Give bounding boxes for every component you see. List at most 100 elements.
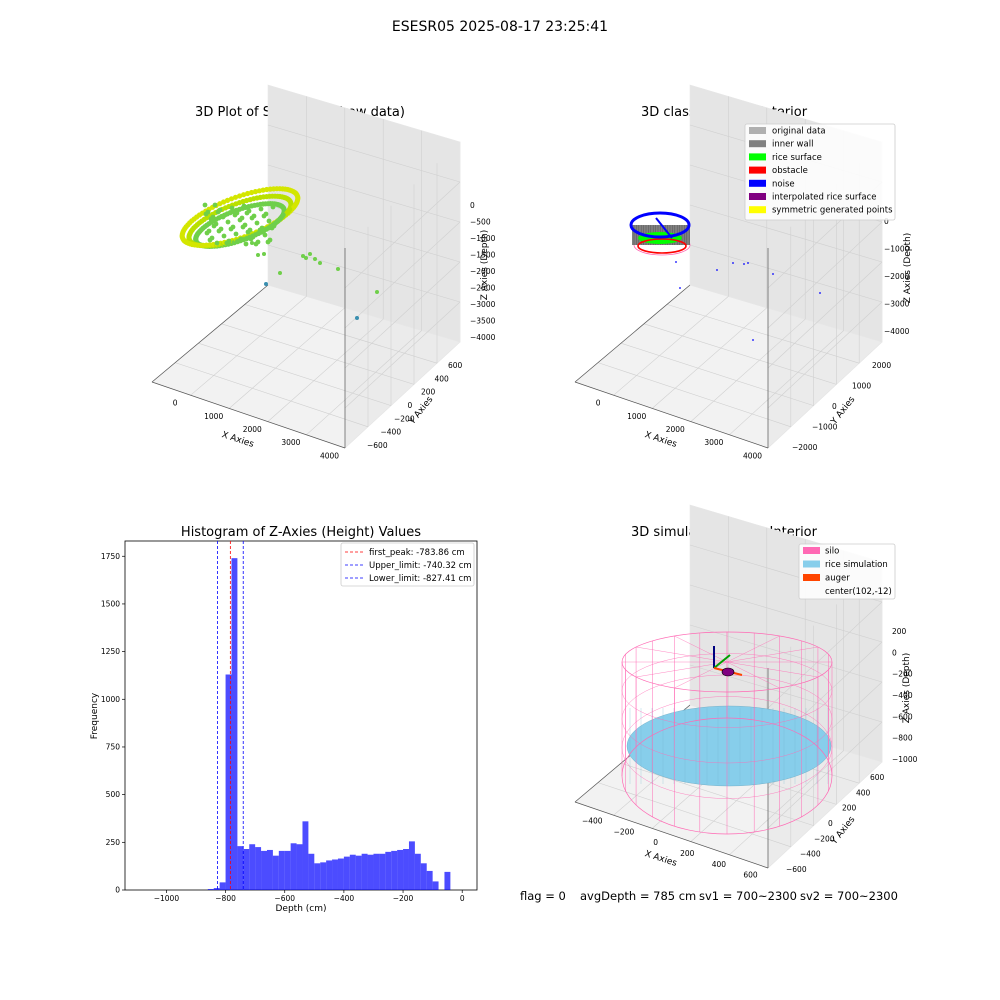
- raw-data-point: [236, 238, 242, 244]
- histogram-bar: [397, 849, 404, 890]
- simulation-silo-ring: [621, 696, 833, 799]
- histogram-bar: [337, 858, 344, 890]
- simulation-silo-spoke: [726, 646, 818, 663]
- histogram-y-tick-label: 1000: [101, 695, 120, 704]
- histogram-title: Histogram of Z-Axies (Height) Values: [181, 525, 421, 540]
- classify-x-tick-label: 1000: [627, 412, 646, 421]
- raw-gridline: [306, 330, 422, 436]
- histogram-bar: [266, 849, 273, 890]
- raw-z-tick-label: 0: [470, 201, 475, 210]
- raw-y-axis-label: Y Axies: [407, 395, 436, 428]
- raw-y-tick-label: −200: [394, 414, 415, 423]
- classify-y-tick-label: −1000: [812, 423, 838, 432]
- histogram-y-tick-label: 500: [106, 790, 121, 799]
- simulation-legend-label: silo: [825, 547, 839, 557]
- raw-data-point: [258, 206, 264, 212]
- histogram-x-axis-label: Depth (cm): [275, 904, 326, 914]
- raw-data-point: [228, 196, 235, 202]
- raw-gridline: [267, 124, 461, 183]
- raw-data-point: [225, 219, 231, 225]
- raw-data-point: [214, 240, 220, 246]
- raw-gridline: [198, 342, 392, 406]
- raw-y-tick-label: −600: [367, 441, 388, 450]
- histogram-bar: [408, 841, 415, 890]
- raw-x-tick-label: 0: [173, 399, 178, 408]
- simulation-z-tick-label: −400: [892, 691, 913, 700]
- classify-noise-point: [772, 273, 774, 275]
- simulation-z-axis-label: Z Axies (Depth): [902, 653, 912, 724]
- histogram-plot-area: [124, 540, 478, 891]
- raw-gridline: [244, 304, 438, 364]
- histogram-bar: [320, 862, 327, 890]
- histogram-bar: [225, 674, 232, 890]
- histogram-bar: [373, 853, 380, 890]
- classify-z-tick-label: −4000: [884, 327, 910, 336]
- histogram-bar: [444, 871, 451, 890]
- simulation-y-tick-label: −600: [786, 865, 807, 874]
- histogram-bar: [284, 850, 291, 890]
- classify-legend-label: interpolated rice surface: [772, 193, 877, 203]
- raw-x-tick-label: 4000: [320, 451, 339, 460]
- raw-data-point: [241, 203, 247, 209]
- classify-legend-swatch: [749, 140, 766, 148]
- simulation-y-tick-label: −400: [800, 850, 821, 859]
- histogram-bar: [420, 863, 427, 890]
- raw-data-3d-plot: 3D Plot of Silo Interior(row data) 01000…: [151, 84, 496, 460]
- classify-legend-label: obstacle: [772, 166, 808, 176]
- histogram-bar: [361, 853, 368, 890]
- raw-z-tick-label: −1500: [470, 251, 496, 260]
- raw-data-point: [207, 237, 213, 243]
- simulation-legend-label: rice simulation: [825, 560, 888, 570]
- histogram-y-tick-label: 1750: [101, 552, 120, 561]
- simulation-gridline: [767, 601, 883, 709]
- classify-z-tick-label: −3000: [884, 300, 910, 309]
- histogram-legend: first_peak: -783.86 cm Upper_limit: -740.…: [340, 542, 475, 587]
- raw-gridline: [221, 323, 415, 385]
- simulation-silo-spoke: [726, 661, 780, 689]
- classify-gridline: [689, 204, 883, 263]
- simulation-z-tick-label: 0: [892, 648, 897, 657]
- simulation-silo-spoke: [726, 661, 818, 678]
- raw-data-point: [318, 261, 322, 265]
- classify-noise-ring: [629, 211, 691, 239]
- simulation-gridline: [729, 750, 844, 856]
- raw-data-point: [266, 218, 272, 224]
- flag-text: flag = 0: [520, 889, 566, 903]
- classify-noise-point: [747, 262, 749, 264]
- raw-data-point: [220, 214, 226, 220]
- histogram-bar: [290, 843, 297, 890]
- raw-data-point: [224, 197, 231, 203]
- raw-y-tick-label: 0: [408, 401, 413, 410]
- figure-title: ESESR05 2025-08-17 23:25:41: [392, 19, 608, 35]
- simulation-legend: silo rice simulation auger center(102,-12): [798, 543, 896, 600]
- simulation-silo-spoke: [636, 646, 728, 663]
- simulation-y-tick-label: 200: [842, 804, 857, 813]
- simulation-z-tick-label: −800: [892, 734, 913, 743]
- raw-data-point: [228, 226, 234, 232]
- classify-x-tick-label: 2000: [666, 425, 685, 434]
- simulation-legend-label: auger: [825, 574, 850, 584]
- raw-data-point: [240, 224, 246, 230]
- raw-gridline: [267, 244, 461, 303]
- raw-y-tick-label: 400: [435, 374, 450, 383]
- simulation-x-tick-label: 0: [653, 838, 658, 847]
- classify-z-axis-label: Z Axies (Depth): [903, 233, 913, 304]
- raw-x-tick-label: 2000: [243, 425, 262, 434]
- classify-x-tick-label: 3000: [704, 438, 723, 447]
- raw-data-point: [248, 236, 254, 242]
- histogram-x-tick-label: 0: [460, 894, 465, 903]
- raw-data-point: [304, 256, 308, 260]
- raw-axis-line: [151, 381, 346, 449]
- raw-gridline: [267, 318, 384, 422]
- histogram-bar: [249, 844, 256, 890]
- classify-legend: original data inner wall rice surface obsta…: [744, 123, 896, 221]
- simulation-y-tick-label: −200: [814, 834, 835, 843]
- classify-axis-line: [574, 381, 769, 449]
- simulation-x-tick-label: 200: [680, 849, 695, 858]
- raw-data-point: [253, 241, 259, 247]
- raw-data-point: [232, 212, 238, 218]
- histogram-bar: [308, 853, 315, 890]
- raw-z-tick-label: −4000: [470, 333, 496, 342]
- classify-noise-point: [675, 261, 677, 263]
- classify-legend-label: symmetric generated points: [772, 206, 893, 216]
